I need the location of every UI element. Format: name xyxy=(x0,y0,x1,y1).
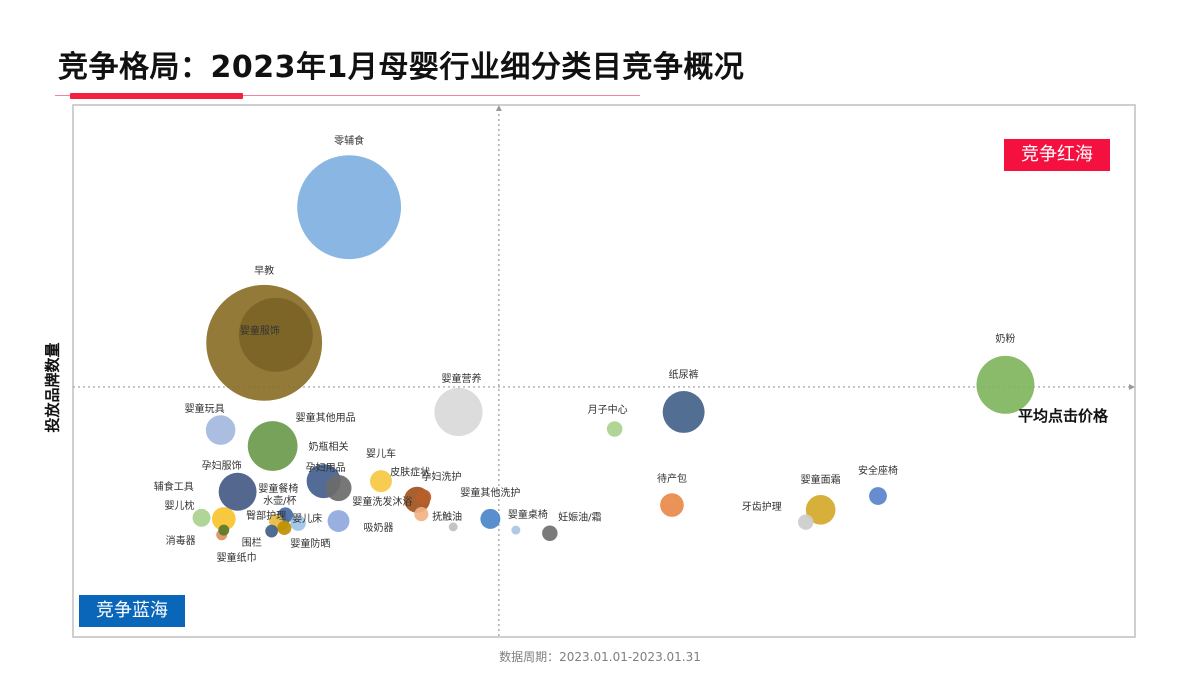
bubble[interactable] xyxy=(238,297,313,372)
bubble-label: 月子中心 xyxy=(588,403,628,416)
bubble-label: 吸奶器 xyxy=(364,522,394,534)
bubble-label: 婴儿床 xyxy=(292,512,322,525)
bubble-label: 牙齿护理 xyxy=(742,500,782,513)
bubble-label: 婴童防晒 xyxy=(290,537,330,550)
bubble-label: 婴儿枕 xyxy=(165,499,195,512)
bubble[interactable] xyxy=(218,472,257,511)
bubble[interactable] xyxy=(415,489,432,505)
bubble-label: 臀部护理 xyxy=(246,509,286,522)
bubble-label: 婴童其他洗护 xyxy=(460,486,520,499)
bubble[interactable] xyxy=(480,508,501,529)
bubble[interactable] xyxy=(218,524,230,536)
bubble-label: 婴童洗发沐浴 xyxy=(352,495,412,508)
bubble[interactable] xyxy=(606,421,623,437)
bubble[interactable] xyxy=(448,522,458,532)
bubble[interactable] xyxy=(542,525,558,542)
bubble-label: 待产包 xyxy=(657,472,687,485)
bubble[interactable] xyxy=(805,495,836,525)
bubble-label: 纸尿裤 xyxy=(669,368,699,381)
bubble[interactable] xyxy=(192,508,211,527)
bubble-label: 孕妇服饰 xyxy=(202,459,242,472)
bubble-label: 围栏 xyxy=(242,536,262,549)
bubble-label: 零辅食 xyxy=(334,134,364,147)
bubble[interactable] xyxy=(265,524,278,538)
bubble-label: 消毒器 xyxy=(166,534,196,547)
bubble-label: 早教 xyxy=(254,264,274,277)
title-underline xyxy=(55,95,640,96)
page-title: 竞争格局：2023年1月母婴行业细分类目竞争概况 xyxy=(58,50,745,85)
bubble-label: 婴儿车 xyxy=(366,447,396,460)
bubble-label: 婴童餐椅 xyxy=(258,482,298,495)
bubble-label: 孕妇洗护 xyxy=(421,470,461,483)
bubble-label: 奶粉 xyxy=(995,332,1015,345)
bubble[interactable] xyxy=(290,515,306,531)
x-axis-label: 平均点击价格 xyxy=(1018,407,1109,425)
bubble-label: 水壶/杯 xyxy=(263,494,296,507)
bubble-label: 婴童服饰 xyxy=(240,324,280,337)
bubble-label: 抚触油 xyxy=(432,510,462,523)
bubble[interactable] xyxy=(327,510,350,532)
bubble-label: 安全座椅 xyxy=(858,464,898,477)
bubble-label: 婴童纸巾 xyxy=(217,551,257,564)
y-axis-label: 投放品牌数量 xyxy=(43,342,62,433)
title-underline-accent xyxy=(70,93,243,99)
bubble[interactable] xyxy=(976,355,1035,414)
quadrant-label-red-ocean: 竞争红海 xyxy=(1004,139,1110,171)
x-axis-arrow-icon xyxy=(1129,383,1135,390)
bubble-label: 孕妇用品 xyxy=(306,461,346,474)
data-period: 数据周期：2023.01.01-2023.01.31 xyxy=(499,650,701,664)
bubble-label: 婴童营养 xyxy=(442,372,482,385)
bubble-label: 婴童面霜 xyxy=(801,473,841,486)
bubble[interactable] xyxy=(205,415,236,445)
bubble[interactable] xyxy=(662,391,705,433)
y-axis-arrow-icon xyxy=(495,105,502,111)
bubble-label: 辅食工具 xyxy=(154,480,194,493)
bubble-label: 婴童桌椅 xyxy=(508,508,548,521)
bubble[interactable] xyxy=(297,155,402,260)
bubble[interactable] xyxy=(798,514,814,530)
plot-border xyxy=(72,104,1136,638)
bubble-label: 妊娠油/霜 xyxy=(558,510,601,523)
bubble-label: 奶瓶相关 xyxy=(309,440,349,453)
bubble[interactable] xyxy=(247,421,298,471)
bubble[interactable] xyxy=(414,507,429,522)
bubble[interactable] xyxy=(370,470,392,493)
bubble[interactable] xyxy=(211,507,236,531)
bubble[interactable] xyxy=(511,525,521,535)
quadrant-label-blue-ocean: 竞争蓝海 xyxy=(79,595,185,627)
bubble-label: 皮肤症状 xyxy=(390,466,430,479)
bubble[interactable] xyxy=(434,387,483,437)
bubble[interactable] xyxy=(869,487,887,505)
bubble[interactable] xyxy=(277,520,292,536)
bubble[interactable] xyxy=(660,493,684,517)
bubble-label: 婴童玩具 xyxy=(185,402,225,415)
bubble[interactable] xyxy=(325,475,352,502)
bubble-label: 婴童其他用品 xyxy=(296,411,356,424)
